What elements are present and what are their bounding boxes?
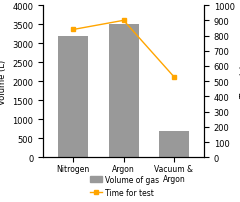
Legend: Volume of gas, Time for test: Volume of gas, Time for test xyxy=(89,174,161,198)
Bar xyxy=(58,36,88,158)
Bar xyxy=(159,131,189,158)
Y-axis label: Volume (L): Volume (L) xyxy=(0,59,7,104)
Bar xyxy=(108,25,139,158)
